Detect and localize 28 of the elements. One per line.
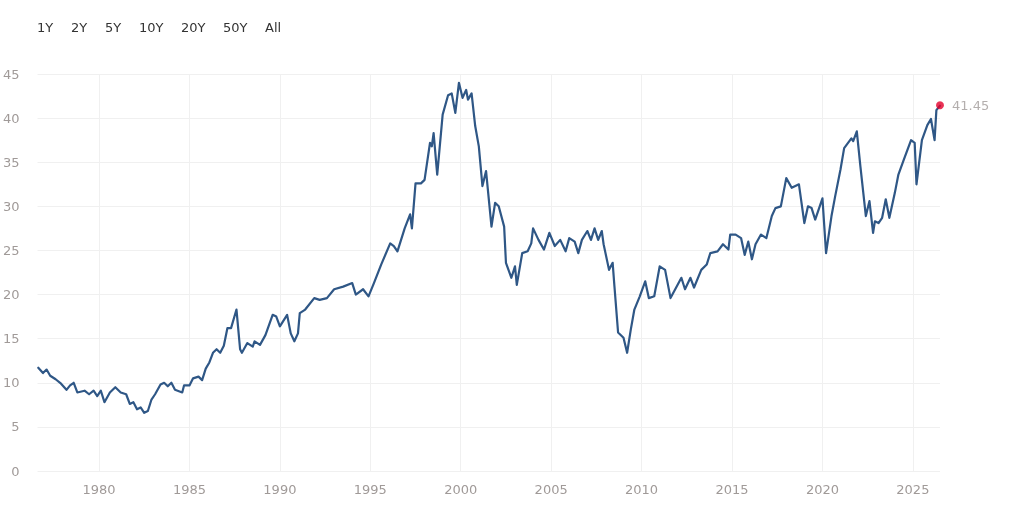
text: 10Y (139, 20, 164, 35)
text: 1Y (37, 20, 54, 35)
x-tick-label: 2010 (625, 482, 659, 497)
x-tick-label: 2005 (534, 482, 568, 497)
y-tick-label: 10 (3, 375, 20, 391)
x-tick-label: 1985 (172, 482, 207, 497)
y-tick-label: 45 (3, 66, 20, 82)
x-tick-label: 2025 (896, 482, 930, 497)
text: 50Y (223, 20, 248, 35)
y-tick-label: 30 (3, 198, 20, 214)
y-tick-label: 0 (11, 463, 20, 479)
y-tick-label: 35 (3, 154, 20, 170)
data-label: 41.45 (952, 97, 990, 113)
y-tick-label: 40 (3, 110, 20, 126)
y-tick-label: 15 (3, 331, 20, 347)
x-tick-label: 2000 (444, 482, 478, 497)
y-tick-label: 20 (3, 287, 20, 303)
text: 2Y (71, 20, 88, 35)
y-tick-label: 5 (11, 419, 20, 435)
x-tick-label: 1990 (263, 482, 297, 497)
text: 5Y (105, 20, 122, 35)
y-tick-label: 25 (3, 242, 20, 258)
x-tick-label: 2015 (715, 482, 749, 497)
x-tick-label: 1995 (353, 482, 387, 497)
x-tick-label: 2020 (805, 482, 839, 497)
text: All (265, 20, 282, 35)
text: 20Y (181, 20, 206, 35)
x-tick-label: 1980 (82, 482, 116, 497)
